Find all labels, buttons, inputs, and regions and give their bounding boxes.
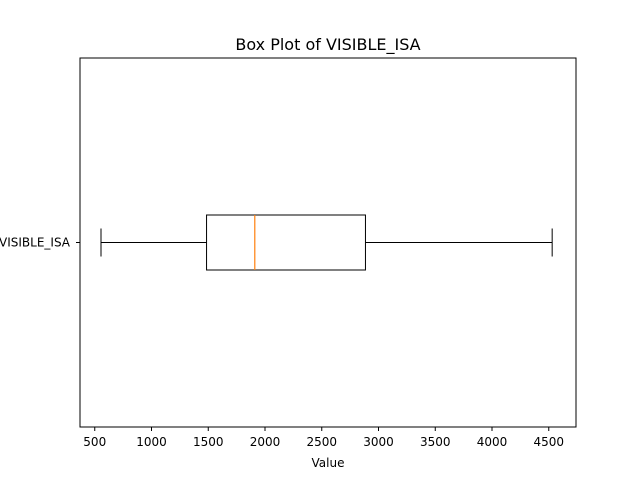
- x-tick-label: 1000: [136, 435, 167, 449]
- x-tick-label: 1500: [193, 435, 224, 449]
- x-tick-label: 3500: [420, 435, 451, 449]
- x-tick-label: 2500: [306, 435, 337, 449]
- y-tick-label: VISIBLE_ISA: [0, 236, 71, 250]
- x-tick-label: 500: [83, 435, 106, 449]
- x-axis: 500 1000 1500 2000 2500 3000 3500 4000 4500: [83, 427, 564, 449]
- x-tick-label: 3000: [363, 435, 394, 449]
- x-tick-label: 4500: [533, 435, 564, 449]
- x-axis-label: Value: [312, 456, 345, 470]
- iqr-box: [206, 214, 366, 271]
- box-series: [100, 214, 553, 271]
- x-tick-label: 2000: [250, 435, 281, 449]
- y-axis: VISIBLE_ISA: [0, 236, 80, 250]
- x-tick-label: 4000: [477, 435, 508, 449]
- chart-title: Box Plot of VISIBLE_ISA: [235, 35, 420, 55]
